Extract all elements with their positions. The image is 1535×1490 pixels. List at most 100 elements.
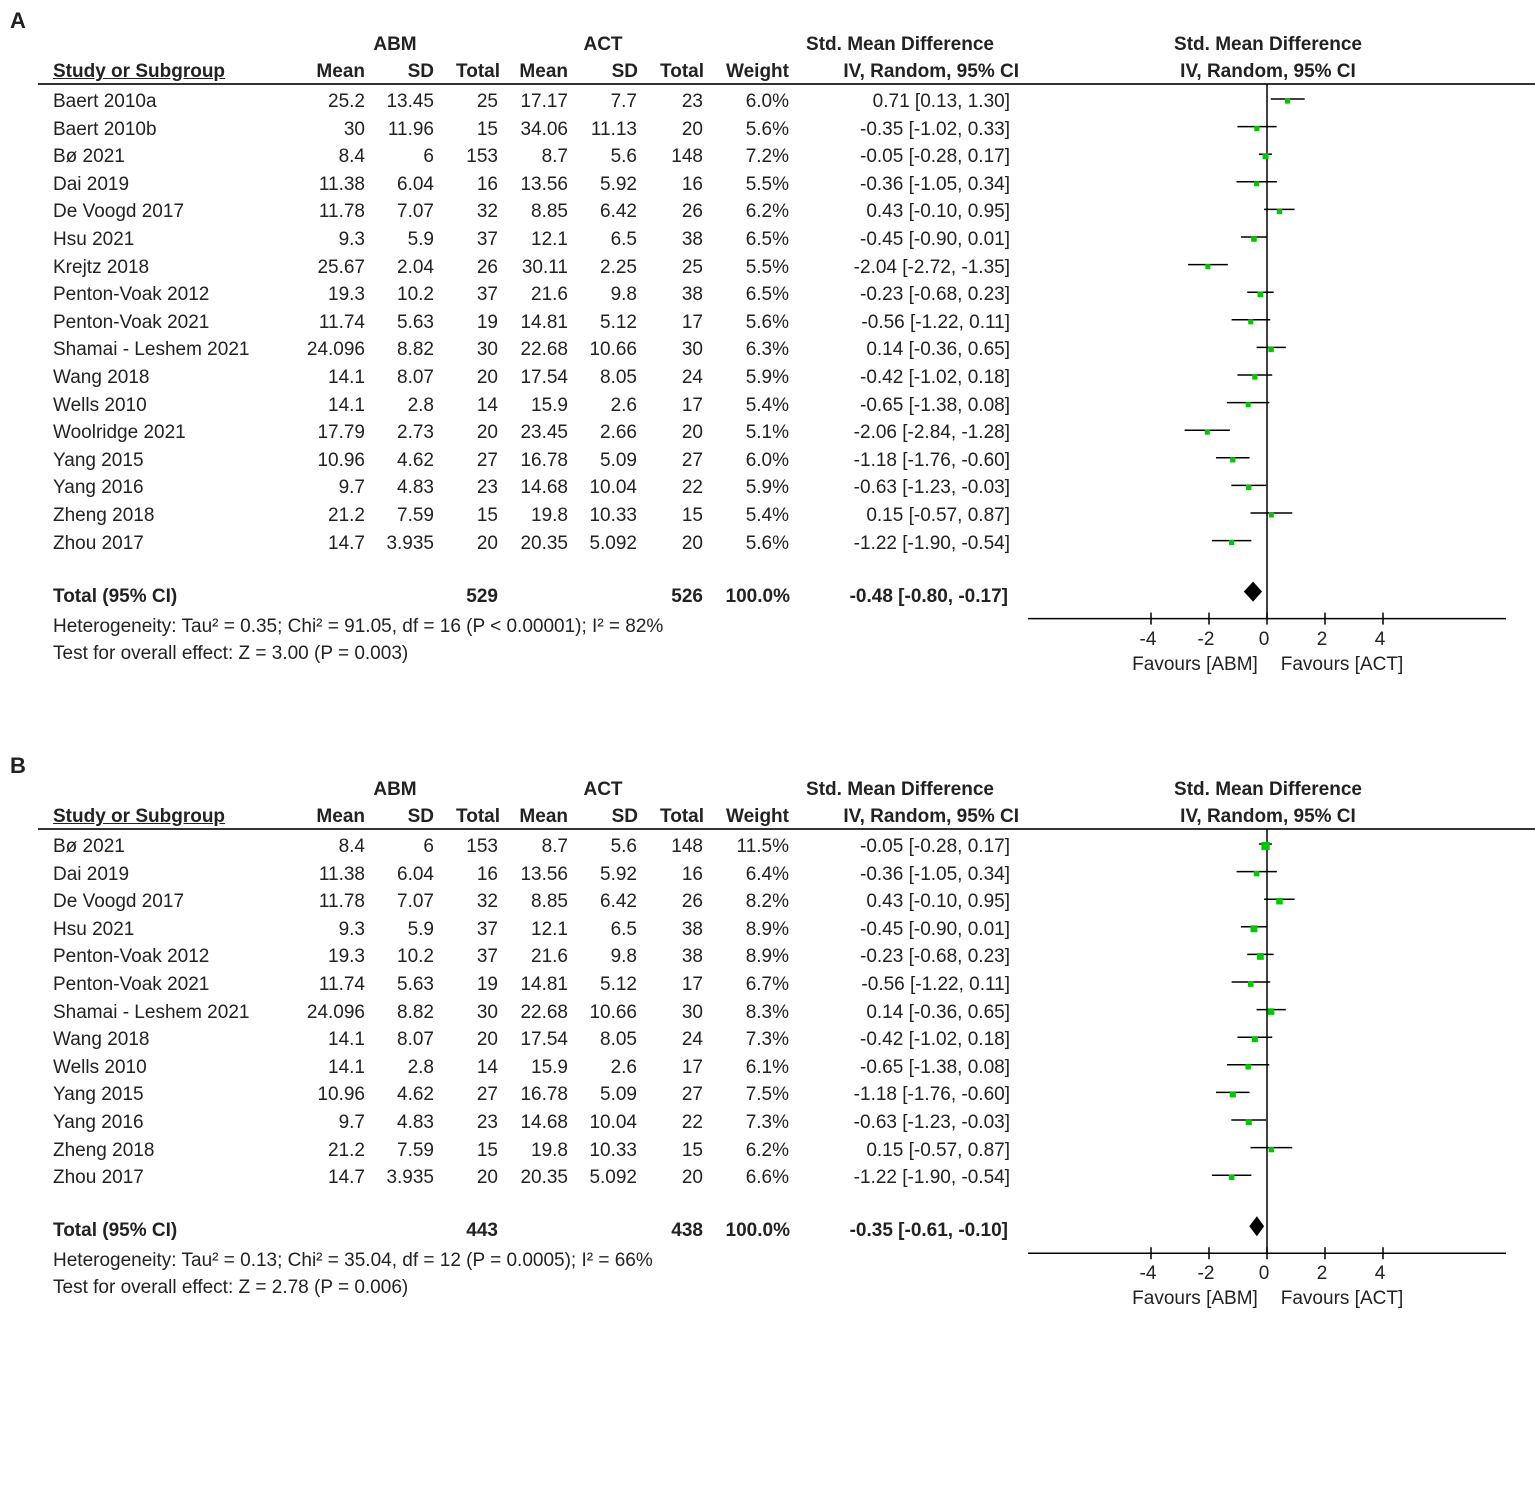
abm-mean: 14.7: [328, 1167, 365, 1189]
study-ci: -0.45 [-0.90, 0.01]: [860, 229, 1010, 250]
abm-sd: 8.82: [397, 339, 434, 361]
study-name: Dai 2019: [53, 173, 130, 195]
study-ci: -0.45 [-0.90, 0.01]: [860, 918, 1010, 940]
total1-header: Total: [456, 806, 500, 827]
study-name: De Voogd 2017: [53, 201, 185, 223]
effect-square: [1276, 897, 1283, 905]
sd2-header: SD: [611, 806, 638, 827]
act-mean: 16.78: [520, 1084, 568, 1106]
abm-mean: 25.2: [328, 91, 365, 112]
abm-total: 30: [476, 339, 498, 361]
study-ci: -0.42 [-1.02, 0.18]: [860, 1029, 1010, 1051]
study-ci: 0.15 [-0.57, 0.87]: [866, 1139, 1010, 1161]
study-weight: 5.4%: [745, 394, 789, 416]
abm-mean: 14.1: [328, 394, 365, 416]
act-mean: 8.7: [541, 836, 568, 857]
abm-total: 27: [476, 449, 498, 471]
act-total: 24: [681, 1029, 703, 1051]
study-ci: 0.14 [-0.36, 0.65]: [866, 1001, 1010, 1023]
study-weight: 6.0%: [745, 449, 789, 471]
abm-total: 25: [476, 91, 498, 112]
act-sd: 5.12: [600, 974, 637, 995]
study-ci: -0.23 [-0.68, 0.23]: [860, 946, 1010, 968]
act-mean: 21.6: [531, 946, 568, 968]
abm-mean: 24.096: [306, 339, 365, 361]
abm-sd: 6.04: [397, 863, 434, 885]
abm-sd: 5.63: [397, 974, 434, 995]
effect-square: [1276, 208, 1283, 215]
abm-mean: 10.96: [317, 449, 365, 471]
study-name: Baert 2010a: [53, 91, 157, 112]
act-sd: 6.5: [610, 918, 637, 940]
abm-mean: 14.1: [328, 1029, 365, 1051]
study-header: Study or Subgroup: [53, 806, 226, 827]
study-name: Hsu 2021: [53, 918, 135, 940]
study-weight: 6.5%: [745, 284, 789, 306]
study-weight: 8.9%: [745, 946, 789, 968]
abm-mean: 8.4: [338, 146, 365, 168]
study-name: Zhou 2017: [53, 532, 144, 554]
abm-mean: 14.1: [328, 1056, 365, 1078]
effect-title-header: Std. Mean Difference: [806, 34, 994, 55]
abm-mean: 10.96: [317, 1084, 365, 1106]
group1-header: ABM: [373, 34, 417, 55]
study-weight: 5.9%: [745, 477, 789, 499]
act-sd: 7.7: [610, 91, 637, 112]
effect-title-header: Std. Mean Difference: [806, 779, 994, 800]
abm-total: 37: [476, 946, 498, 968]
abm-total: 153: [466, 836, 498, 857]
act-total: 27: [681, 1084, 703, 1106]
act-mean: 22.68: [520, 1001, 568, 1023]
study-weight: 11.5%: [736, 836, 789, 857]
effect-square: [1254, 181, 1260, 187]
act-mean: 20.35: [520, 1167, 568, 1189]
effect-square: [1268, 346, 1274, 353]
act-sd: 5.09: [600, 449, 637, 471]
study-ci: 0.43 [-0.10, 0.95]: [866, 891, 1010, 913]
abm-mean: 9.3: [338, 918, 365, 940]
study-ci: -0.05 [-0.28, 0.17]: [860, 836, 1010, 857]
study-weight: 7.3%: [745, 1112, 789, 1133]
study-name: Bø 2021: [53, 836, 125, 857]
abm-sd: 5.9: [407, 918, 434, 940]
abm-total-n: 443: [466, 1220, 498, 1242]
study-name: De Voogd 2017: [53, 891, 185, 913]
abm-sd: 11.96: [387, 118, 434, 140]
act-total: 26: [681, 891, 703, 913]
overall-effect-text: Test for overall effect: Z = 2.78 (P = 0…: [53, 1277, 409, 1299]
group2-header: ACT: [583, 34, 623, 55]
act-mean: 14.68: [520, 477, 568, 499]
act-sd: 5.12: [600, 311, 637, 333]
effect-square: [1256, 952, 1264, 960]
act-mean: 17.54: [520, 367, 568, 388]
study-ci: 0.43 [-0.10, 0.95]: [866, 201, 1010, 223]
abm-total: 14: [476, 394, 498, 416]
act-total: 17: [681, 311, 703, 333]
study-weight: 8.9%: [745, 918, 789, 940]
act-total: 16: [681, 173, 703, 195]
study-weight: 5.6%: [745, 118, 789, 140]
sd1-header: SD: [407, 806, 434, 827]
act-sd: 9.8: [610, 284, 637, 306]
study-name: Wells 2010: [53, 1056, 147, 1078]
total-weight: 100.0%: [725, 1220, 790, 1242]
study-name: Krejtz 2018: [53, 256, 150, 278]
total1-header: Total: [456, 61, 500, 82]
act-total: 16: [681, 863, 703, 885]
x-tick-label: 2: [1316, 628, 1328, 650]
act-total: 38: [681, 946, 703, 968]
abm-sd: 6: [423, 836, 434, 857]
heterogeneity-text: Heterogeneity: Tau² = 0.35; Chi² = 91.05…: [53, 615, 664, 637]
total-weight: 100.0%: [725, 585, 790, 607]
abm-mean: 14.7: [328, 532, 365, 554]
effect-square: [1250, 925, 1258, 933]
abm-mean: 9.3: [338, 229, 365, 250]
x-tick-label: 0: [1258, 1263, 1270, 1285]
abm-mean: 11.78: [318, 891, 365, 913]
x-tick-label: 4: [1374, 628, 1386, 650]
study-weight: 7.2%: [745, 146, 789, 168]
study-ci: -1.18 [-1.76, -0.60]: [853, 449, 1010, 471]
study-weight: 6.2%: [745, 201, 789, 223]
sd2-header: SD: [611, 61, 638, 82]
mean1-header: Mean: [316, 806, 365, 827]
